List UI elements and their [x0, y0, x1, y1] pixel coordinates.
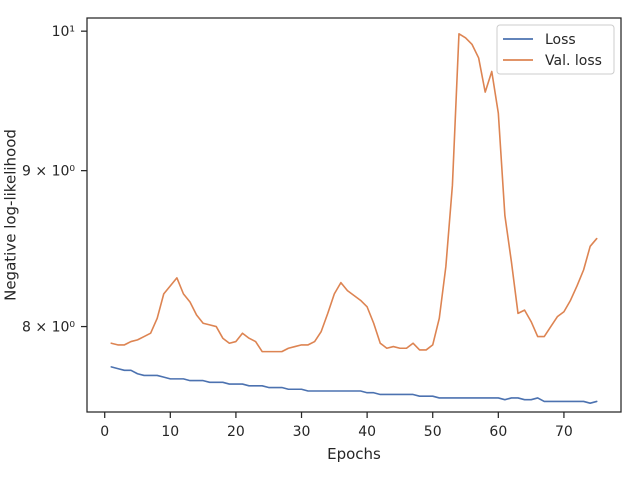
- series-line-val-loss: [110, 33, 598, 353]
- y-tick-label: 9 × 10⁰: [22, 164, 75, 180]
- legend-label: Loss: [545, 32, 576, 48]
- y-axis: 8 × 10⁰ 9 × 10⁰ 10¹: [22, 24, 87, 336]
- x-tick-label: 50: [424, 424, 442, 440]
- x-tick-label: 70: [555, 424, 573, 440]
- x-tick-label: 60: [489, 424, 507, 440]
- y-axis-label: Negative log-likelihood: [1, 129, 19, 301]
- series-layer: [110, 33, 598, 405]
- y-tick-label: 8 × 10⁰: [22, 320, 75, 336]
- legend-label: Val. loss: [545, 53, 602, 69]
- x-tick-label: 20: [227, 424, 245, 440]
- x-tick-label: 30: [293, 424, 311, 440]
- x-tick-label: 40: [358, 424, 376, 440]
- legend: Loss Val. loss: [496, 24, 615, 75]
- plot-area-frame: [86, 17, 622, 413]
- y-tick-label: 10¹: [52, 24, 75, 40]
- legend-box: [496, 24, 615, 75]
- x-axis-label: Epochs: [327, 445, 381, 463]
- x-tick-label: 0: [100, 424, 109, 440]
- series-line-loss: [110, 366, 598, 405]
- x-tick-label: 10: [161, 424, 179, 440]
- x-axis: 0 10 20 30 40 50 60 70: [100, 412, 573, 440]
